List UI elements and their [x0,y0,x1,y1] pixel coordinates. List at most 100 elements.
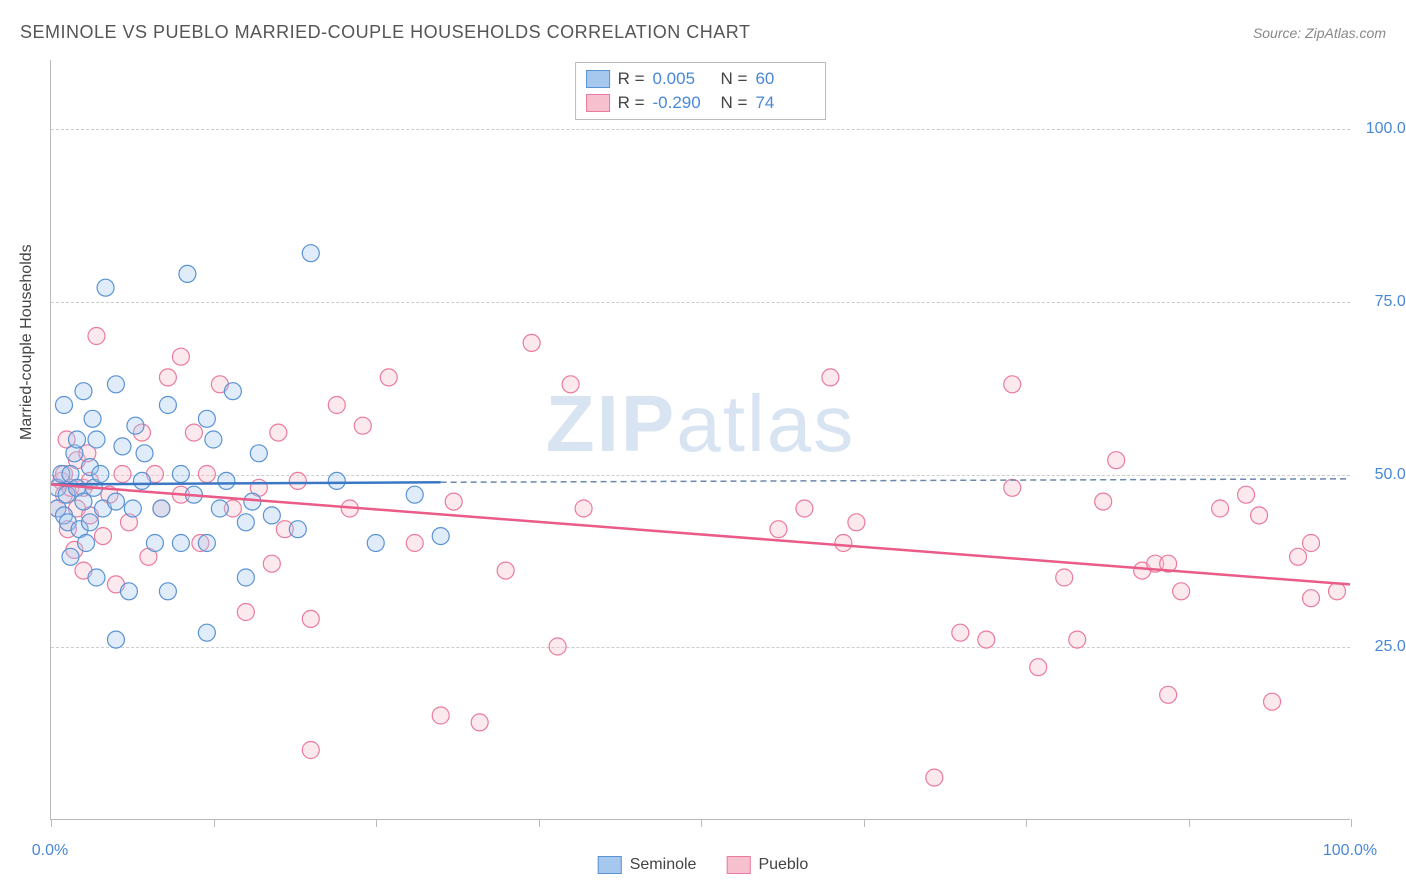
r-value-series1: 0.005 [653,69,713,89]
trendline-series1-extrapolated [441,479,1350,482]
data-point-series2 [224,500,241,517]
data-point-series1 [55,397,72,414]
data-point-series2 [185,424,202,441]
data-point-series2 [1173,583,1190,600]
data-point-series2 [140,548,157,565]
data-point-series1 [68,431,85,448]
data-point-series1 [97,279,114,296]
x-axis-label-max: 100.0% [1323,842,1377,860]
data-point-series2 [211,376,228,393]
data-point-series2 [1238,486,1255,503]
data-point-series2 [328,397,345,414]
data-point-series2 [1160,686,1177,703]
data-point-series2 [1329,583,1346,600]
data-point-series2 [172,486,189,503]
data-point-series2 [354,417,371,434]
swatch-series1 [586,70,610,88]
r-value-series2: -0.290 [653,93,713,113]
data-point-series2 [471,714,488,731]
data-point-series2 [1303,590,1320,607]
n-label: N = [721,69,748,89]
data-point-series1 [224,383,241,400]
x-axis-label-min: 0.0% [32,842,68,860]
data-point-series2 [81,507,98,524]
data-point-series2 [1290,548,1307,565]
data-point-series1 [406,486,423,503]
data-point-series1 [237,569,254,586]
data-point-series1 [244,493,261,510]
data-point-series2 [55,486,72,503]
data-point-series2 [302,610,319,627]
legend-item-series2: Pueblo [726,856,808,874]
data-point-series1 [55,507,72,524]
data-point-series1 [107,493,124,510]
data-point-series2 [58,431,75,448]
data-point-series1 [237,514,254,531]
data-point-series1 [51,500,66,517]
data-point-series2 [159,369,176,386]
data-point-series1 [107,631,124,648]
data-point-series2 [523,334,540,351]
data-point-series2 [1095,493,1112,510]
x-tick [1351,819,1352,827]
gridline [51,475,1350,476]
data-point-series1 [107,376,124,393]
data-point-series2 [432,707,449,724]
data-point-series2 [1147,555,1164,572]
data-point-series1 [62,548,79,565]
data-point-series2 [770,521,787,538]
r-label: R = [618,93,645,113]
data-point-series2 [1004,376,1021,393]
chart-svg [51,60,1350,819]
gridline [51,302,1350,303]
gridline [51,647,1350,648]
data-point-series2 [848,514,865,531]
data-point-series1 [51,479,66,496]
x-tick [539,819,540,827]
stats-row-series2: R = -0.290 N = 74 [586,91,816,115]
data-point-series1 [367,535,384,552]
data-point-series2 [1108,452,1125,469]
data-point-series1 [136,445,153,462]
trendline-series1 [51,482,441,484]
chart-title: SEMINOLE VS PUEBLO MARRIED-COUPLE HOUSEH… [20,22,750,43]
y-tick-label: 75.0% [1360,293,1406,311]
data-point-series1 [146,535,163,552]
data-point-series1 [114,438,131,455]
data-point-series1 [153,500,170,517]
x-tick [214,819,215,827]
watermark: ZIPatlas [546,378,855,470]
data-point-series1 [179,265,196,282]
x-tick [51,819,52,827]
data-point-series2 [835,535,852,552]
data-point-series2 [1160,555,1177,572]
data-point-series1 [58,486,75,503]
swatch-series2 [586,94,610,112]
data-point-series1 [127,417,144,434]
data-point-series1 [66,445,83,462]
data-point-series1 [85,479,102,496]
data-point-series1 [75,493,92,510]
data-point-series2 [263,555,280,572]
data-point-series2 [276,521,293,538]
data-point-series2 [75,562,92,579]
data-point-series2 [133,424,150,441]
r-label: R = [618,69,645,89]
data-point-series2 [952,624,969,641]
data-point-series2 [68,452,85,469]
data-point-series1 [302,245,319,262]
data-point-series1 [289,521,306,538]
data-point-series2 [1056,569,1073,586]
data-point-series2 [926,769,943,786]
data-point-series1 [120,583,137,600]
y-tick-label: 100.0% [1360,120,1406,138]
data-point-series2 [1251,507,1268,524]
data-point-series2 [1303,535,1320,552]
data-point-series1 [185,486,202,503]
x-tick [864,819,865,827]
data-point-series2 [1134,562,1151,579]
data-point-series2 [172,348,189,365]
data-point-series1 [172,535,189,552]
data-point-series2 [1264,693,1281,710]
data-point-series1 [263,507,280,524]
